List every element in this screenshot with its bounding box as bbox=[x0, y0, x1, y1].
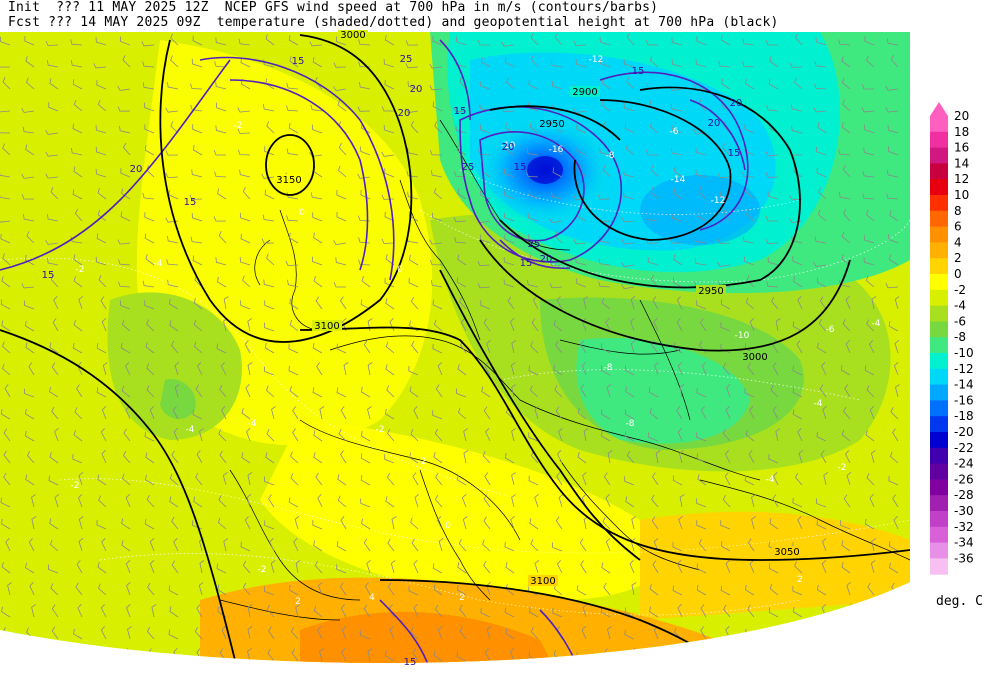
colorbar-tick-label: -6 bbox=[954, 314, 966, 328]
colorbar-tick-label: -4 bbox=[954, 299, 966, 313]
colorbar-swatch bbox=[930, 306, 948, 322]
colorbar-tick-label: 10 bbox=[954, 188, 969, 202]
colorbar-tick-label: -2 bbox=[954, 283, 966, 297]
colorbar-tick-label: 8 bbox=[954, 204, 962, 218]
colorbar-tick-label: -24 bbox=[954, 457, 974, 471]
colorbar-swatch bbox=[930, 116, 948, 132]
colorbar-swatch bbox=[930, 385, 948, 401]
colorbar-swatch bbox=[930, 353, 948, 369]
colorbar-swatch bbox=[930, 400, 948, 416]
colorbar-tick-label: -12 bbox=[954, 362, 974, 376]
colorbar-swatch bbox=[930, 337, 948, 353]
colorbar-tick-label: 14 bbox=[954, 156, 969, 170]
colorbar-tick-label: 0 bbox=[954, 267, 962, 281]
colorbar-tick-label: 6 bbox=[954, 220, 962, 234]
colorbar-swatch bbox=[930, 527, 948, 543]
colorbar-tick-label: 12 bbox=[954, 172, 969, 186]
colorbar-swatch bbox=[930, 163, 948, 179]
colorbar-swatch bbox=[930, 179, 948, 195]
colorbar-swatch bbox=[930, 195, 948, 211]
colorbar-tick-label: -14 bbox=[954, 378, 974, 392]
colorbar-swatch bbox=[930, 543, 948, 559]
colorbar-tick-label: 16 bbox=[954, 141, 969, 155]
colorbar-tick-label: -8 bbox=[954, 330, 966, 344]
colorbar-swatch bbox=[930, 495, 948, 511]
colorbar-tick-label: -26 bbox=[954, 472, 974, 486]
colorbar-labels: 20181614121086420-2-4-6-8-10-12-14-16-18… bbox=[954, 109, 974, 565]
colorbar-swatch bbox=[930, 274, 948, 290]
colorbar-swatch bbox=[930, 227, 948, 243]
colorbar-tick-label: 20 bbox=[954, 109, 969, 123]
colorbar-swatch bbox=[930, 416, 948, 432]
colorbar-swatch bbox=[930, 464, 948, 480]
colorbar-swatch bbox=[930, 211, 948, 227]
colorbar-swatch bbox=[930, 511, 948, 527]
colorbar-arrow bbox=[930, 102, 948, 116]
colorbar-unit: deg. C bbox=[936, 594, 983, 609]
colorbar-swatch bbox=[930, 369, 948, 385]
colorbar-swatch bbox=[930, 258, 948, 274]
colorbar-swatch bbox=[930, 132, 948, 148]
colorbar-swatch bbox=[930, 290, 948, 306]
colorbar-tick-label: -34 bbox=[954, 536, 974, 550]
colorbar-tick-label: -32 bbox=[954, 520, 974, 534]
colorbar-swatch bbox=[930, 448, 948, 464]
colorbar-tick-label: 4 bbox=[954, 235, 962, 249]
colorbar-tick-label: -36 bbox=[954, 551, 974, 565]
colorbar-tick-label: -28 bbox=[954, 488, 974, 502]
colorbar-tick-label: 2 bbox=[954, 251, 962, 265]
colorbar-tick-label: -20 bbox=[954, 425, 974, 439]
colorbar-swatch bbox=[930, 558, 948, 574]
colorbar-tick-label: 18 bbox=[954, 125, 969, 139]
colorbar-tick-label: -22 bbox=[954, 441, 974, 455]
colorbar-tick-label: -18 bbox=[954, 409, 974, 423]
colorbar-swatch bbox=[930, 148, 948, 164]
colorbar-tick-label: -16 bbox=[954, 393, 974, 407]
colorbar-tick-label: -10 bbox=[954, 346, 974, 360]
colorbar-swatch bbox=[930, 242, 948, 258]
colorbar-swatch bbox=[930, 479, 948, 495]
colorbar-boxes bbox=[930, 102, 948, 575]
colorbar-swatch bbox=[930, 432, 948, 448]
colorbar-swatch bbox=[930, 321, 948, 337]
colorbar-tick-label: -30 bbox=[954, 504, 974, 518]
